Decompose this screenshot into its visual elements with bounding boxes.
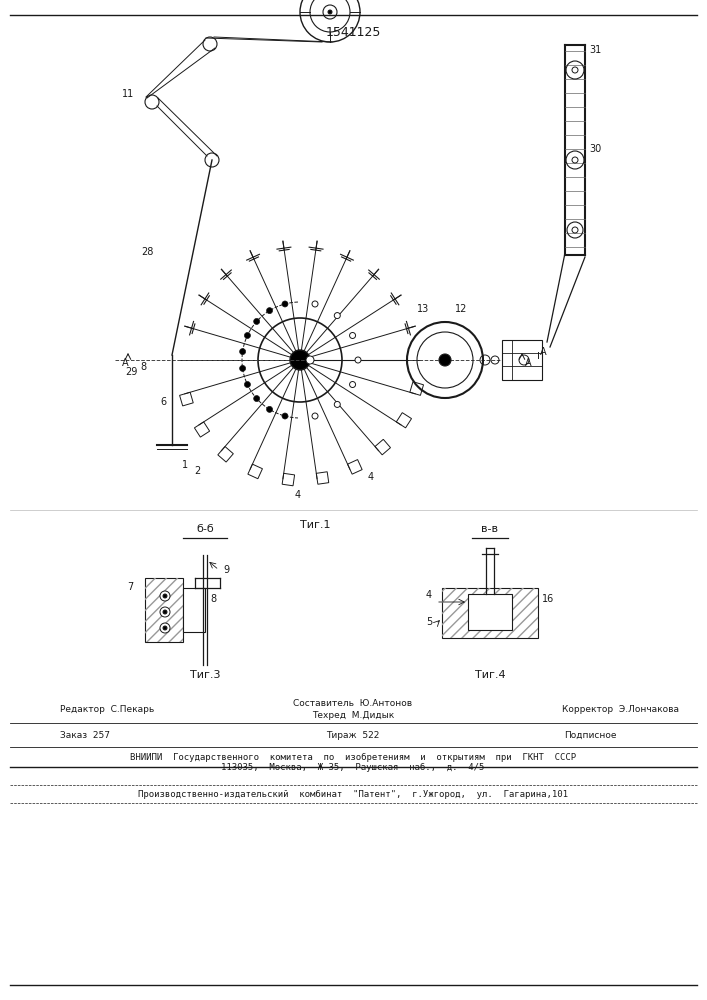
- Text: Τиг.3: Τиг.3: [189, 670, 221, 680]
- Text: Заказ  257: Заказ 257: [60, 730, 110, 740]
- Circle shape: [572, 67, 578, 73]
- Text: 4: 4: [426, 590, 432, 600]
- Text: б-б: б-б: [196, 524, 214, 534]
- Circle shape: [160, 591, 170, 601]
- Circle shape: [328, 10, 332, 14]
- Text: 8: 8: [210, 594, 216, 604]
- Text: A: A: [122, 358, 128, 368]
- Circle shape: [572, 227, 578, 233]
- Bar: [442, 588, 538, 638]
- Text: Τиг.1: Τиг.1: [300, 520, 330, 530]
- Circle shape: [267, 406, 273, 412]
- Circle shape: [439, 354, 451, 366]
- Circle shape: [240, 365, 245, 371]
- Text: 113035,  Москва,  Ж-35,  Раушская  наб.,  д.  4/5: 113035, Москва, Ж-35, Раушская наб., д. …: [221, 762, 485, 772]
- Circle shape: [334, 401, 340, 407]
- Text: 29: 29: [125, 367, 137, 377]
- Circle shape: [160, 623, 170, 633]
- Circle shape: [312, 301, 318, 307]
- Text: 13: 13: [417, 304, 429, 314]
- Circle shape: [334, 313, 340, 319]
- Text: Составитель  Ю.Антонов: Составитель Ю.Антонов: [293, 698, 413, 708]
- Text: 4: 4: [368, 472, 374, 482]
- Circle shape: [355, 357, 361, 363]
- Circle shape: [245, 332, 250, 338]
- Text: Корректор  Э.Лончакова: Корректор Э.Лончакова: [561, 704, 679, 714]
- Text: 31: 31: [589, 45, 601, 55]
- Text: A: A: [525, 358, 532, 368]
- Text: Подписное: Подписное: [563, 730, 617, 740]
- Bar: [145, 578, 183, 642]
- Text: 12: 12: [455, 304, 467, 314]
- Circle shape: [306, 356, 314, 364]
- Bar: [502, 340, 542, 380]
- Text: 2: 2: [194, 466, 200, 476]
- Text: 1: 1: [182, 460, 188, 470]
- Text: 28: 28: [141, 247, 154, 257]
- Bar: [145, 578, 183, 642]
- Text: Τиг.4: Τиг.4: [474, 670, 506, 680]
- Text: A: A: [540, 347, 547, 357]
- Text: в-в: в-в: [481, 524, 498, 534]
- Text: 9: 9: [223, 565, 229, 575]
- Circle shape: [163, 594, 167, 598]
- Circle shape: [282, 301, 288, 307]
- Text: ВНИИПИ  Государственного  комитета  по  изобретениям  и  открытиям  при  ГКНТ  С: ВНИИПИ Государственного комитета по изоб…: [130, 752, 576, 762]
- Circle shape: [254, 396, 259, 402]
- Text: 4: 4: [295, 490, 301, 500]
- Circle shape: [282, 413, 288, 419]
- Circle shape: [163, 626, 167, 630]
- Text: 5: 5: [426, 617, 432, 627]
- Text: 6: 6: [160, 397, 166, 407]
- Bar: [183, 588, 205, 632]
- Text: Техред  М.Дидык: Техред М.Дидык: [312, 710, 394, 720]
- Text: 8: 8: [140, 362, 146, 372]
- Circle shape: [349, 382, 356, 388]
- Circle shape: [160, 607, 170, 617]
- Text: 16: 16: [542, 594, 554, 604]
- Text: Тираж  522: Тираж 522: [327, 730, 380, 740]
- Text: 1541125: 1541125: [325, 25, 380, 38]
- Circle shape: [290, 350, 310, 370]
- Text: Производственно-издательский  комбинат  "Патент",  г.Ужгород,  ул.  Гагарина,101: Производственно-издательский комбинат "П…: [138, 789, 568, 799]
- Text: 11: 11: [122, 89, 134, 99]
- Circle shape: [267, 308, 273, 314]
- Text: Редактор  С.Пекарь: Редактор С.Пекарь: [60, 704, 154, 714]
- Circle shape: [572, 157, 578, 163]
- Circle shape: [254, 318, 259, 324]
- Bar: [442, 588, 538, 638]
- Circle shape: [163, 610, 167, 614]
- Circle shape: [240, 349, 245, 355]
- Circle shape: [312, 413, 318, 419]
- Bar: [468, 594, 512, 630]
- Text: 30: 30: [589, 144, 601, 154]
- Circle shape: [245, 382, 250, 388]
- Circle shape: [349, 332, 356, 338]
- Text: 7: 7: [127, 582, 133, 592]
